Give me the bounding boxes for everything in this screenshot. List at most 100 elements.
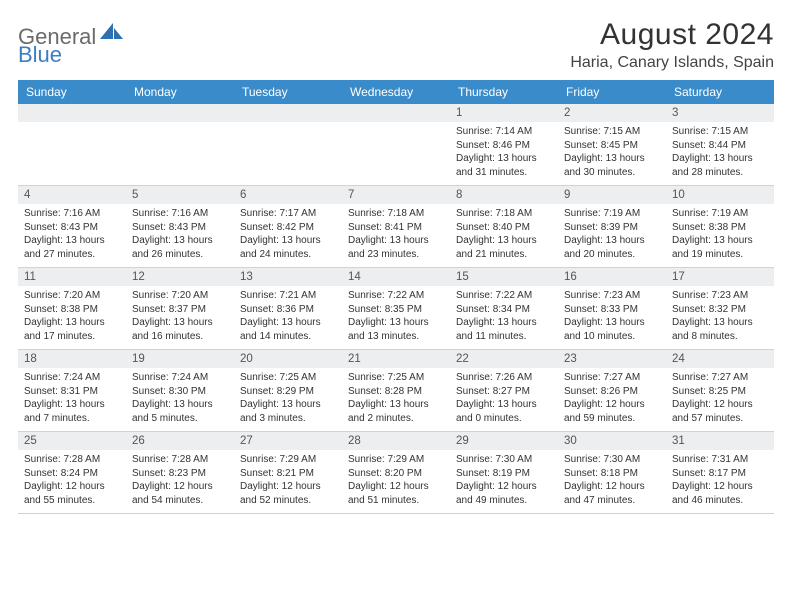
day-number: 9 [558,186,666,204]
sunrise-text: Sunrise: 7:18 AM [348,207,444,221]
sunset-text: Sunset: 8:29 PM [240,385,336,399]
daylight-text: Daylight: 13 hours and 5 minutes. [132,398,228,425]
daylight-text: Daylight: 13 hours and 0 minutes. [456,398,552,425]
daylight-text: Daylight: 13 hours and 16 minutes. [132,316,228,343]
day-number: 7 [342,186,450,204]
sunset-text: Sunset: 8:44 PM [672,139,768,153]
sunrise-text: Sunrise: 7:22 AM [348,289,444,303]
day-number: 16 [558,268,666,286]
title-block: August 2024 Haria, Canary Islands, Spain [570,18,774,72]
day-number: 20 [234,350,342,368]
day-body: Sunrise: 7:16 AMSunset: 8:43 PMDaylight:… [18,204,126,267]
day-body: Sunrise: 7:15 AMSunset: 8:45 PMDaylight:… [558,122,666,185]
day-cell: 9Sunrise: 7:19 AMSunset: 8:39 PMDaylight… [558,186,666,268]
day-cell [234,104,342,186]
day-body: Sunrise: 7:30 AMSunset: 8:18 PMDaylight:… [558,450,666,513]
sunset-text: Sunset: 8:18 PM [564,467,660,481]
day-number: 15 [450,268,558,286]
daylight-text: Daylight: 12 hours and 49 minutes. [456,480,552,507]
sunset-text: Sunset: 8:19 PM [456,467,552,481]
day-body: Sunrise: 7:26 AMSunset: 8:27 PMDaylight:… [450,368,558,431]
day-number [342,104,450,122]
day-number: 31 [666,432,774,450]
day-body: Sunrise: 7:29 AMSunset: 8:20 PMDaylight:… [342,450,450,513]
day-cell: 16Sunrise: 7:23 AMSunset: 8:33 PMDayligh… [558,268,666,350]
day-cell: 12Sunrise: 7:20 AMSunset: 8:37 PMDayligh… [126,268,234,350]
sunset-text: Sunset: 8:30 PM [132,385,228,399]
week-row: 11Sunrise: 7:20 AMSunset: 8:38 PMDayligh… [18,268,774,350]
daylight-text: Daylight: 12 hours and 57 minutes. [672,398,768,425]
day-number: 2 [558,104,666,122]
sunrise-text: Sunrise: 7:27 AM [564,371,660,385]
sunrise-text: Sunrise: 7:16 AM [24,207,120,221]
day-body: Sunrise: 7:24 AMSunset: 8:30 PMDaylight:… [126,368,234,431]
daylight-text: Daylight: 13 hours and 7 minutes. [24,398,120,425]
day-body: Sunrise: 7:30 AMSunset: 8:19 PMDaylight:… [450,450,558,513]
sunset-text: Sunset: 8:40 PM [456,221,552,235]
sunset-text: Sunset: 8:36 PM [240,303,336,317]
week-row: 18Sunrise: 7:24 AMSunset: 8:31 PMDayligh… [18,350,774,432]
day-body: Sunrise: 7:14 AMSunset: 8:46 PMDaylight:… [450,122,558,185]
day-cell: 5Sunrise: 7:16 AMSunset: 8:43 PMDaylight… [126,186,234,268]
day-number: 24 [666,350,774,368]
day-body: Sunrise: 7:27 AMSunset: 8:26 PMDaylight:… [558,368,666,431]
daylight-text: Daylight: 13 hours and 24 minutes. [240,234,336,261]
dow-sun: Sunday [18,80,126,104]
dow-sat: Saturday [666,80,774,104]
day-cell [342,104,450,186]
daylight-text: Daylight: 13 hours and 28 minutes. [672,152,768,179]
daylight-text: Daylight: 13 hours and 30 minutes. [564,152,660,179]
sunrise-text: Sunrise: 7:22 AM [456,289,552,303]
daylight-text: Daylight: 13 hours and 14 minutes. [240,316,336,343]
sunset-text: Sunset: 8:43 PM [24,221,120,235]
sunset-text: Sunset: 8:23 PM [132,467,228,481]
daylight-text: Daylight: 13 hours and 23 minutes. [348,234,444,261]
day-cell: 28Sunrise: 7:29 AMSunset: 8:20 PMDayligh… [342,432,450,514]
day-body: Sunrise: 7:25 AMSunset: 8:28 PMDaylight:… [342,368,450,431]
day-number: 23 [558,350,666,368]
day-cell: 29Sunrise: 7:30 AMSunset: 8:19 PMDayligh… [450,432,558,514]
day-body: Sunrise: 7:24 AMSunset: 8:31 PMDaylight:… [18,368,126,431]
daylight-text: Daylight: 13 hours and 26 minutes. [132,234,228,261]
day-number: 5 [126,186,234,204]
day-body: Sunrise: 7:19 AMSunset: 8:39 PMDaylight:… [558,204,666,267]
dow-tue: Tuesday [234,80,342,104]
day-body [18,122,126,182]
day-cell: 26Sunrise: 7:28 AMSunset: 8:23 PMDayligh… [126,432,234,514]
daylight-text: Daylight: 13 hours and 11 minutes. [456,316,552,343]
day-number: 12 [126,268,234,286]
daylight-text: Daylight: 13 hours and 31 minutes. [456,152,552,179]
daylight-text: Daylight: 12 hours and 55 minutes. [24,480,120,507]
week-row: 4Sunrise: 7:16 AMSunset: 8:43 PMDaylight… [18,186,774,268]
day-cell: 1Sunrise: 7:14 AMSunset: 8:46 PMDaylight… [450,104,558,186]
daylight-text: Daylight: 13 hours and 13 minutes. [348,316,444,343]
day-cell: 6Sunrise: 7:17 AMSunset: 8:42 PMDaylight… [234,186,342,268]
day-body: Sunrise: 7:22 AMSunset: 8:34 PMDaylight:… [450,286,558,349]
day-number: 13 [234,268,342,286]
sunrise-text: Sunrise: 7:23 AM [672,289,768,303]
day-number: 3 [666,104,774,122]
day-number: 8 [450,186,558,204]
day-cell: 15Sunrise: 7:22 AMSunset: 8:34 PMDayligh… [450,268,558,350]
sunset-text: Sunset: 8:42 PM [240,221,336,235]
day-cell: 24Sunrise: 7:27 AMSunset: 8:25 PMDayligh… [666,350,774,432]
sunrise-text: Sunrise: 7:15 AM [672,125,768,139]
day-body: Sunrise: 7:22 AMSunset: 8:35 PMDaylight:… [342,286,450,349]
day-number: 26 [126,432,234,450]
day-number: 1 [450,104,558,122]
sunrise-text: Sunrise: 7:31 AM [672,453,768,467]
day-cell: 3Sunrise: 7:15 AMSunset: 8:44 PMDaylight… [666,104,774,186]
sunset-text: Sunset: 8:39 PM [564,221,660,235]
day-body [126,122,234,182]
day-body: Sunrise: 7:15 AMSunset: 8:44 PMDaylight:… [666,122,774,185]
sunrise-text: Sunrise: 7:28 AM [132,453,228,467]
calendar-page: General August 2024 Haria, Canary Island… [0,0,792,524]
sunset-text: Sunset: 8:24 PM [24,467,120,481]
week-row: 25Sunrise: 7:28 AMSunset: 8:24 PMDayligh… [18,432,774,514]
sunset-text: Sunset: 8:41 PM [348,221,444,235]
sunrise-text: Sunrise: 7:15 AM [564,125,660,139]
day-cell: 8Sunrise: 7:18 AMSunset: 8:40 PMDaylight… [450,186,558,268]
sunset-text: Sunset: 8:31 PM [24,385,120,399]
day-number: 18 [18,350,126,368]
day-number: 22 [450,350,558,368]
